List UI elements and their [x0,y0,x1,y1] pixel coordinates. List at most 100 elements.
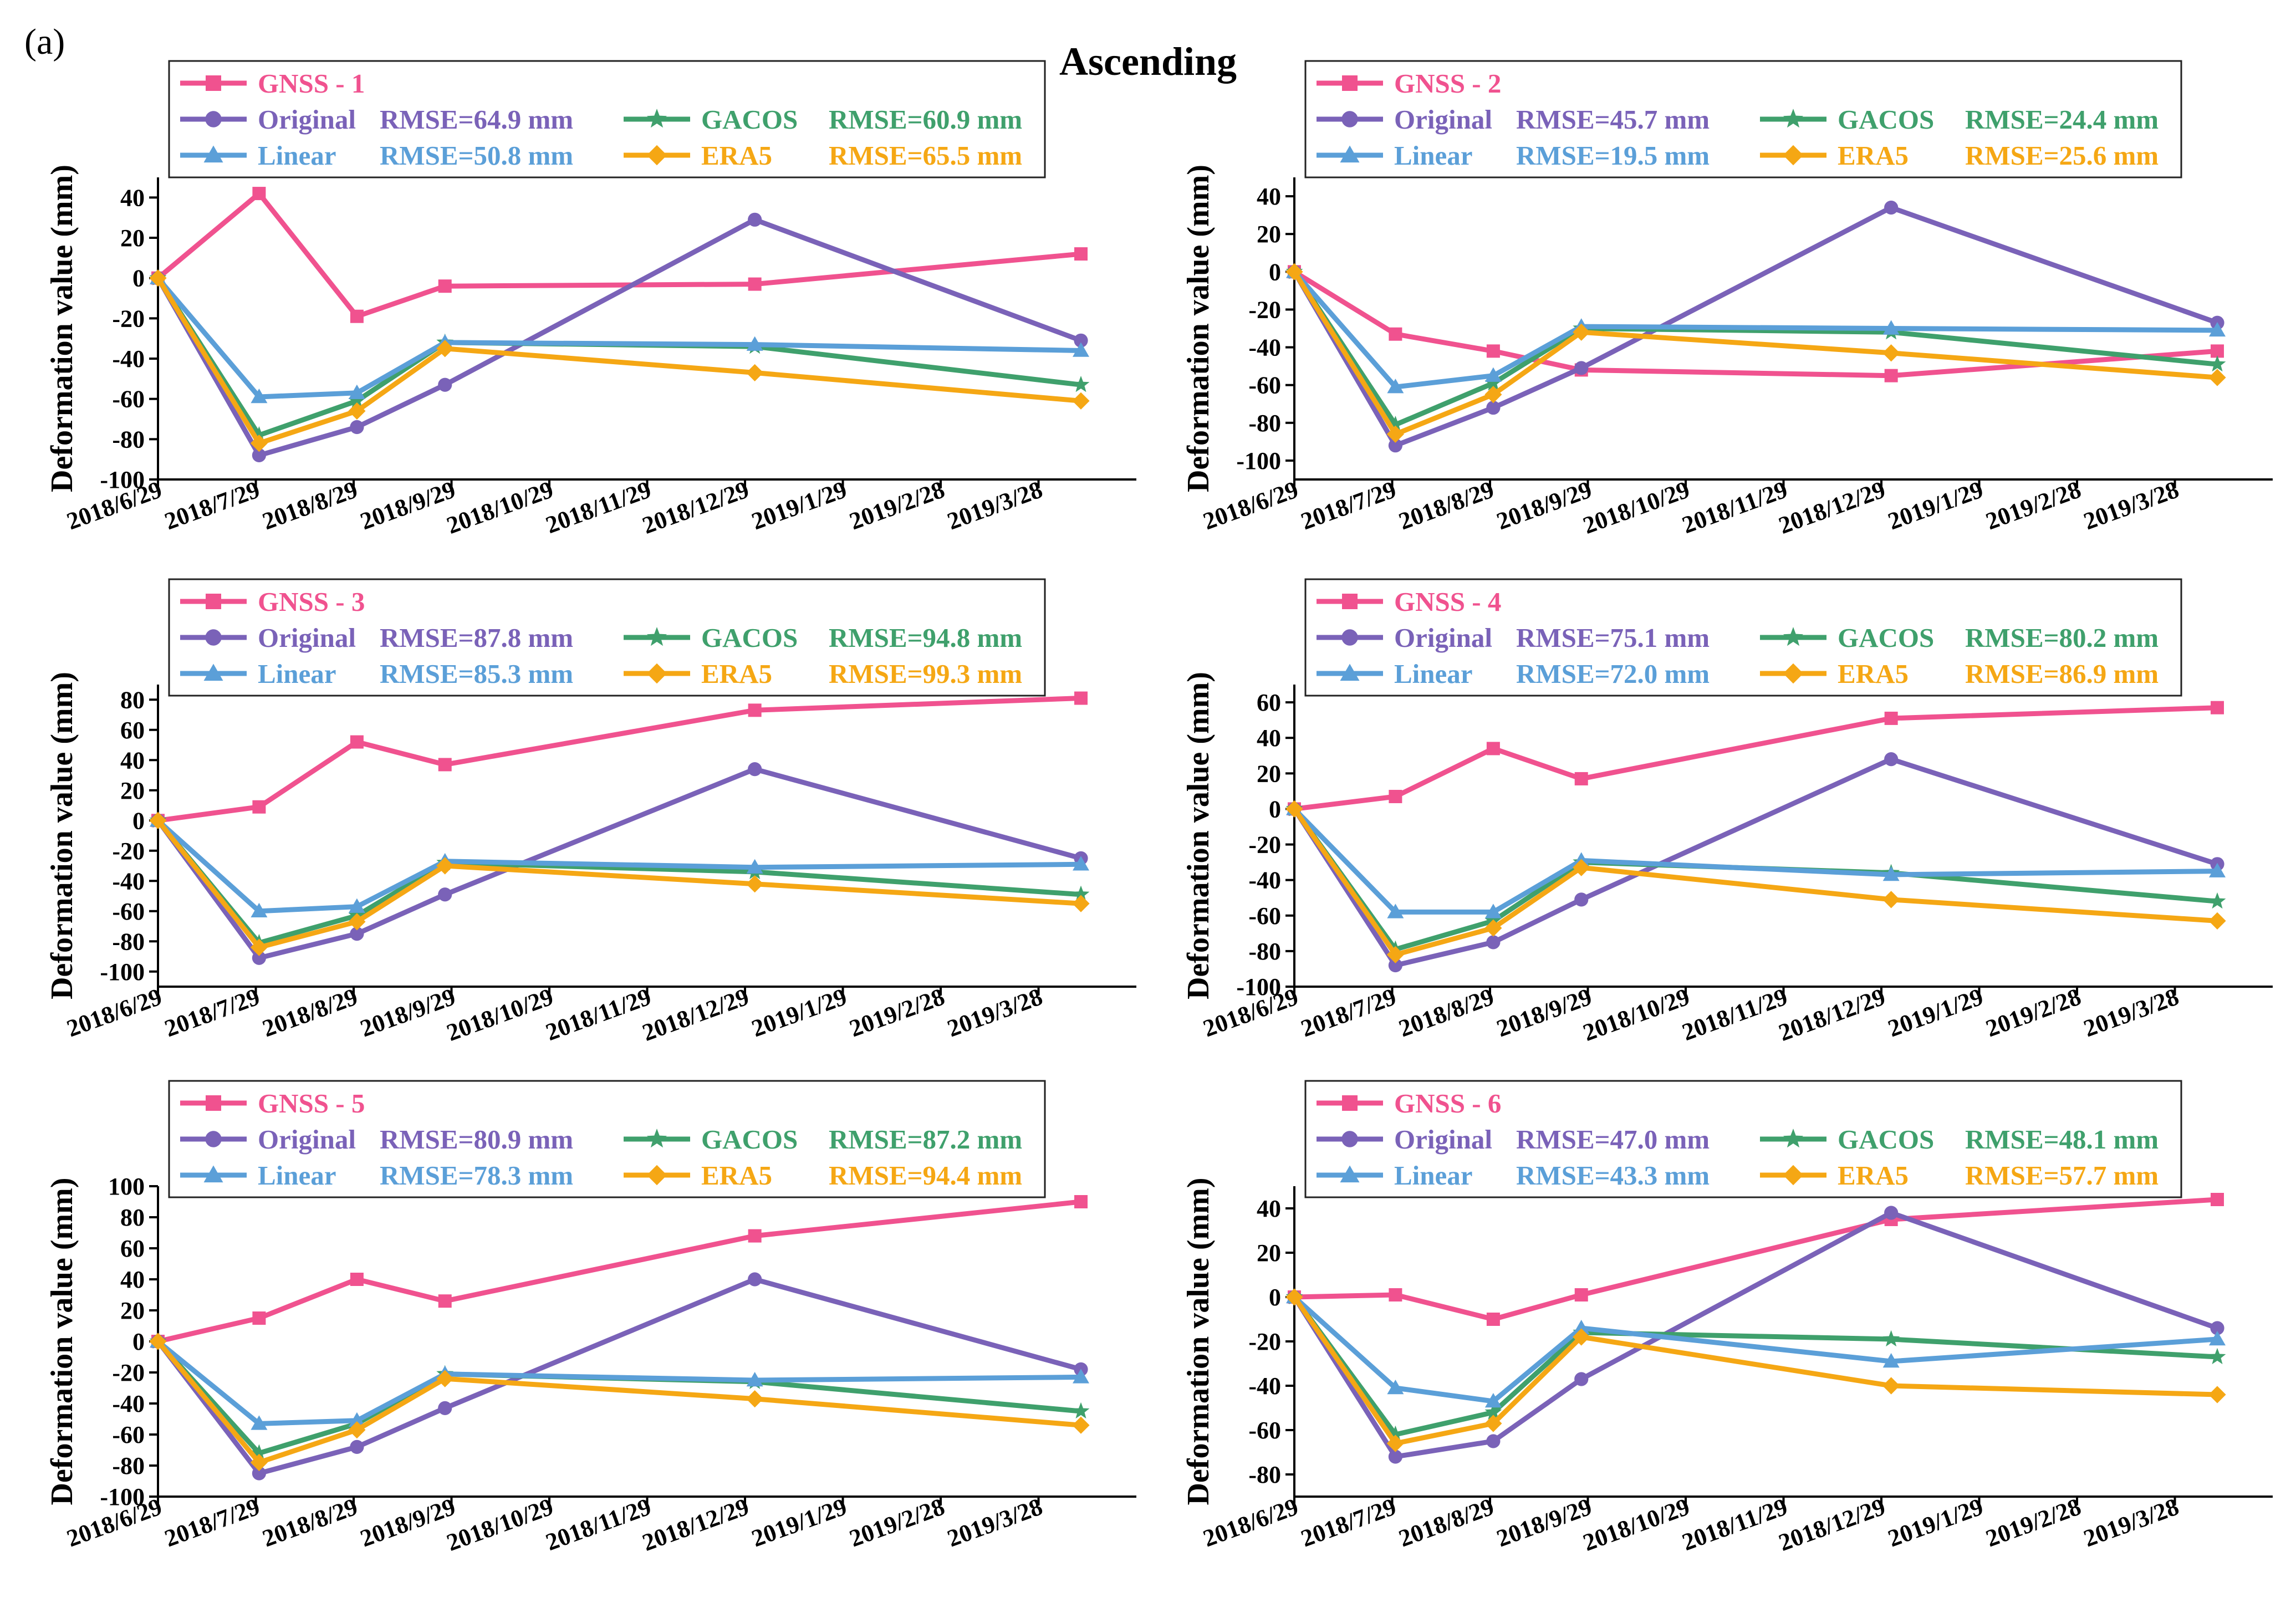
point-original [438,887,452,902]
point-linear [1484,1393,1502,1408]
y-tick-label: 40 [120,184,145,211]
legend-marker-linear [203,145,223,163]
point-era5 [1882,1377,1900,1395]
legend-label-gacos: GACOS [701,622,798,653]
legend-label-gacos: GACOS [701,1124,798,1155]
point-gnss [1074,691,1088,705]
point-era5 [1285,263,1303,280]
legend-label-linear: Linear [1394,659,1473,689]
y-tick-label: 40 [1257,183,1281,210]
point-linear [1484,367,1502,382]
point-gnss [1486,1313,1500,1326]
y-axis-label: Deformation value (mm) [45,672,79,999]
y-tick-label: -40 [112,345,145,372]
legend-label-gnss: GNSS - 2 [1394,68,1501,99]
legend-label-era5: ERA5 [1838,140,1909,171]
y-tick-label: 0 [1269,258,1281,285]
y-tick-label: -60 [1248,372,1281,399]
legend-marker-linear [203,1165,223,1183]
x-tick-label: 2018/12/29 [639,983,752,1047]
series-line-era5 [156,819,1081,950]
point-linear [1882,1353,1900,1368]
y-tick-label: -20 [112,838,145,865]
point-linear [2208,862,2226,877]
y-tick-label: 0 [132,1328,145,1355]
y-axis-label: Deformation value (mm) [1181,1178,1216,1505]
point-original [1388,438,1402,453]
series-line-gnss [1294,1197,2218,1322]
series-line-gacos [1292,1295,2218,1437]
point-era5 [149,811,167,829]
x-tick-label: 2018/7/29 [1297,476,1399,535]
x-tick-label: 2018/9/29 [356,983,458,1042]
point-era5 [250,938,268,956]
legend-marker-linear [1340,663,1360,681]
legend-marker-gacos [1783,1129,1803,1148]
legend-rmse-original: RMSE=64.9 mm [380,104,573,135]
y-tick-label: 0 [132,807,145,834]
series-line-gacos [156,277,1081,438]
point-original [1884,200,1899,215]
point-linear [1882,866,1900,881]
chart-panel-1: -100-80-60-40-20020402018/6/292018/7/292… [45,60,1136,539]
point-era5 [2208,369,2226,386]
point-gnss [1389,789,1402,803]
point-era5 [1072,392,1090,410]
figure-title: Ascending [1059,39,1237,84]
legend-rmse-era5: RMSE=25.6 mm [1965,140,2159,171]
legend-rmse-era5: RMSE=99.3 mm [829,659,1022,689]
x-tick-label: 2019/1/29 [748,1493,850,1552]
point-original [1486,1434,1501,1448]
point-era5 [1386,425,1404,443]
x-tick-label: 2018/9/29 [356,476,458,535]
legend-rmse-era5: RMSE=57.7 mm [1965,1160,2159,1191]
legend-label-linear: Linear [1394,140,1473,171]
x-tick-label: 2019/3/28 [943,983,1045,1042]
legend-marker-original [1341,1131,1358,1147]
x-tick-label: 2018/8/29 [259,983,361,1042]
point-linear [1072,1369,1089,1384]
point-gacos [1072,376,1090,392]
y-tick-label: -80 [1248,938,1281,965]
legend-marker-linear [1340,1165,1360,1183]
series-line-gacos [1292,270,2218,427]
legend-marker-gnss [1342,1095,1358,1111]
x-tick-label: 2018/10/29 [443,1493,557,1556]
y-tick-label: -60 [112,1421,145,1448]
legend-marker-era5 [646,1165,667,1186]
point-era5 [1882,344,1900,362]
x-tick-label: 2018/12/29 [639,1493,752,1556]
x-tick-label: 2018/7/29 [1297,1493,1399,1552]
y-tick-label: 0 [1269,1284,1281,1311]
x-tick-label: 2018/7/29 [1297,983,1399,1042]
chart-panel-3: -100-80-60-40-200204060802018/6/292018/7… [45,578,1136,1047]
x-tick-label: 2018/8/29 [1395,1493,1497,1552]
point-era5 [149,269,167,287]
legend-label-original: Original [1394,104,1492,135]
x-tick-label: 2019/2/28 [846,1493,948,1552]
legend-marker-gacos [1783,109,1803,128]
legend-marker-original [205,629,222,646]
point-gnss [748,277,762,291]
point-gnss [252,1311,266,1325]
y-tick-label: -80 [1248,1461,1281,1488]
point-gacos [2208,355,2226,372]
x-tick-label: 2018/11/29 [542,1493,655,1556]
x-tick-label: 2018/9/29 [1493,476,1595,535]
point-original [438,1401,452,1415]
point-original [350,927,364,941]
y-tick-label: 40 [1257,1195,1281,1222]
point-original [350,1440,364,1454]
point-gacos [1072,1402,1090,1419]
legend-label-original: Original [258,104,356,135]
point-gnss [252,800,266,814]
legend-label-original: Original [1394,1124,1492,1155]
point-linear [1387,1380,1404,1395]
y-tick-label: 60 [1257,689,1281,716]
point-era5 [1573,859,1590,876]
legend-marker-era5 [1783,145,1804,166]
point-original [1574,361,1589,375]
legend-label-original: Original [1394,622,1492,653]
point-era5 [149,1333,167,1350]
legend-label-gacos: GACOS [701,104,798,135]
